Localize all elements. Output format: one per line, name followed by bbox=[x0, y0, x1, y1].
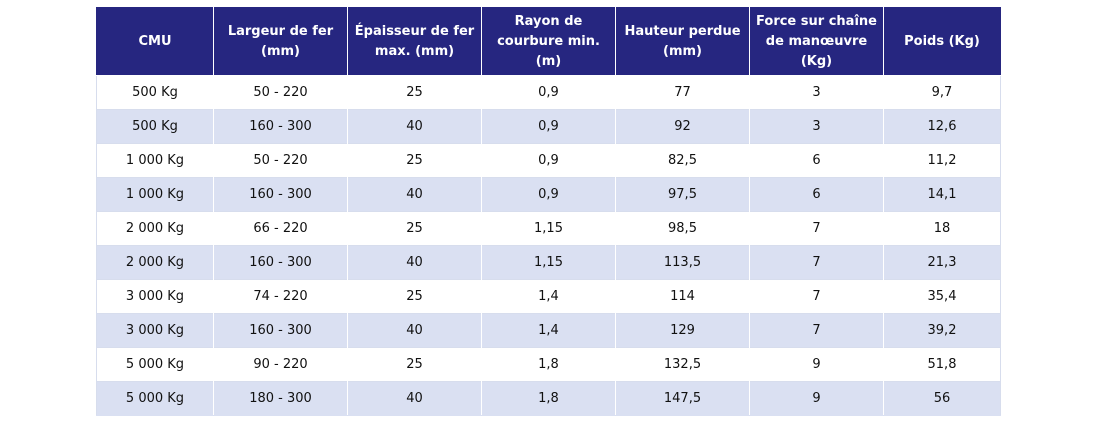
cell-cmu: 5 000 Kg bbox=[96, 381, 214, 416]
cell-largeur-de-fer: 160 - 300 bbox=[213, 313, 348, 348]
cell-force-sur-chaine: 7 bbox=[749, 245, 884, 280]
cell-rayon-de-courbure: 1,4 bbox=[481, 313, 616, 348]
cell-rayon-de-courbure: 0,9 bbox=[481, 75, 616, 110]
table-row: 500 Kg 50 - 220 25 0,9 77 3 9,7 bbox=[96, 75, 1001, 110]
cell-hauteur-perdue: 132,5 bbox=[615, 347, 750, 382]
cell-cmu: 2 000 Kg bbox=[96, 211, 214, 246]
table-row: 2 000 Kg 66 - 220 25 1,15 98,5 7 18 bbox=[96, 211, 1001, 246]
cell-poids: 21,3 bbox=[883, 245, 1001, 280]
cell-poids: 14,1 bbox=[883, 177, 1001, 212]
header-rayon-de-courbure: Rayon de courbure min. (m) bbox=[481, 7, 616, 76]
cell-epaisseur-de-fer: 25 bbox=[347, 279, 482, 314]
cell-cmu: 500 Kg bbox=[96, 75, 214, 110]
header-cmu: CMU bbox=[96, 7, 214, 76]
table-row: 2 000 Kg 160 - 300 40 1,15 113,5 7 21,3 bbox=[96, 245, 1001, 280]
cell-rayon-de-courbure: 1,4 bbox=[481, 279, 616, 314]
table-body: 500 Kg 50 - 220 25 0,9 77 3 9,7 500 Kg 160 - 300… bbox=[96, 75, 1001, 416]
cell-largeur-de-fer: 66 - 220 bbox=[213, 211, 348, 246]
cell-poids: 12,6 bbox=[883, 109, 1001, 144]
cell-hauteur-perdue: 129 bbox=[615, 313, 750, 348]
header-epaisseur-de-fer: Épaisseur de fer max. (mm) bbox=[347, 7, 482, 76]
cell-poids: 35,4 bbox=[883, 279, 1001, 314]
cell-rayon-de-courbure: 1,15 bbox=[481, 211, 616, 246]
cell-cmu: 500 Kg bbox=[96, 109, 214, 144]
cell-epaisseur-de-fer: 40 bbox=[347, 245, 482, 280]
cell-rayon-de-courbure: 1,8 bbox=[481, 347, 616, 382]
cell-poids: 56 bbox=[883, 381, 1001, 416]
cell-force-sur-chaine: 9 bbox=[749, 347, 884, 382]
header-hauteur-perdue: Hauteur perdue (mm) bbox=[615, 7, 750, 76]
cell-epaisseur-de-fer: 40 bbox=[347, 109, 482, 144]
table-row: 500 Kg 160 - 300 40 0,9 92 3 12,6 bbox=[96, 109, 1001, 144]
cell-force-sur-chaine: 7 bbox=[749, 211, 884, 246]
cell-poids: 39,2 bbox=[883, 313, 1001, 348]
cell-epaisseur-de-fer: 25 bbox=[347, 143, 482, 178]
cell-epaisseur-de-fer: 25 bbox=[347, 211, 482, 246]
cell-hauteur-perdue: 77 bbox=[615, 75, 750, 110]
cell-cmu: 5 000 Kg bbox=[96, 347, 214, 382]
cell-rayon-de-courbure: 0,9 bbox=[481, 177, 616, 212]
cell-epaisseur-de-fer: 40 bbox=[347, 313, 482, 348]
specifications-table: CMU Largeur de fer (mm) Épaisseur de fer… bbox=[96, 7, 1001, 416]
cell-force-sur-chaine: 6 bbox=[749, 177, 884, 212]
table-row: 5 000 Kg 90 - 220 25 1,8 132,5 9 51,8 bbox=[96, 347, 1001, 382]
cell-largeur-de-fer: 74 - 220 bbox=[213, 279, 348, 314]
cell-poids: 51,8 bbox=[883, 347, 1001, 382]
header-poids: Poids (Kg) bbox=[883, 7, 1001, 76]
table-row: 5 000 Kg 180 - 300 40 1,8 147,5 9 56 bbox=[96, 381, 1001, 416]
cell-poids: 11,2 bbox=[883, 143, 1001, 178]
cell-force-sur-chaine: 9 bbox=[749, 381, 884, 416]
cell-hauteur-perdue: 113,5 bbox=[615, 245, 750, 280]
cell-epaisseur-de-fer: 25 bbox=[347, 75, 482, 110]
cell-epaisseur-de-fer: 40 bbox=[347, 177, 482, 212]
cell-rayon-de-courbure: 0,9 bbox=[481, 143, 616, 178]
cell-cmu: 1 000 Kg bbox=[96, 177, 214, 212]
cell-epaisseur-de-fer: 40 bbox=[347, 381, 482, 416]
table-header: CMU Largeur de fer (mm) Épaisseur de fer… bbox=[96, 7, 1001, 76]
cell-cmu: 2 000 Kg bbox=[96, 245, 214, 280]
cell-hauteur-perdue: 82,5 bbox=[615, 143, 750, 178]
cell-rayon-de-courbure: 0,9 bbox=[481, 109, 616, 144]
cell-largeur-de-fer: 160 - 300 bbox=[213, 177, 348, 212]
cell-force-sur-chaine: 7 bbox=[749, 279, 884, 314]
cell-epaisseur-de-fer: 25 bbox=[347, 347, 482, 382]
cell-hauteur-perdue: 92 bbox=[615, 109, 750, 144]
table-row: 3 000 Kg 160 - 300 40 1,4 129 7 39,2 bbox=[96, 313, 1001, 348]
cell-largeur-de-fer: 90 - 220 bbox=[213, 347, 348, 382]
table-row: 1 000 Kg 160 - 300 40 0,9 97,5 6 14,1 bbox=[96, 177, 1001, 212]
cell-largeur-de-fer: 50 - 220 bbox=[213, 75, 348, 110]
cell-hauteur-perdue: 114 bbox=[615, 279, 750, 314]
cell-cmu: 3 000 Kg bbox=[96, 313, 214, 348]
cell-poids: 18 bbox=[883, 211, 1001, 246]
cell-hauteur-perdue: 147,5 bbox=[615, 381, 750, 416]
cell-hauteur-perdue: 98,5 bbox=[615, 211, 750, 246]
cell-force-sur-chaine: 6 bbox=[749, 143, 884, 178]
header-force-sur-chaine: Force sur chaîne de manœuvre (Kg) bbox=[749, 7, 884, 76]
header-largeur-de-fer: Largeur de fer (mm) bbox=[213, 7, 348, 76]
cell-cmu: 1 000 Kg bbox=[96, 143, 214, 178]
cell-hauteur-perdue: 97,5 bbox=[615, 177, 750, 212]
cell-largeur-de-fer: 180 - 300 bbox=[213, 381, 348, 416]
cell-poids: 9,7 bbox=[883, 75, 1001, 110]
cell-force-sur-chaine: 3 bbox=[749, 109, 884, 144]
cell-rayon-de-courbure: 1,15 bbox=[481, 245, 616, 280]
cell-largeur-de-fer: 160 - 300 bbox=[213, 245, 348, 280]
header-row: CMU Largeur de fer (mm) Épaisseur de fer… bbox=[96, 7, 1001, 76]
cell-rayon-de-courbure: 1,8 bbox=[481, 381, 616, 416]
cell-largeur-de-fer: 160 - 300 bbox=[213, 109, 348, 144]
table-row: 1 000 Kg 50 - 220 25 0,9 82,5 6 11,2 bbox=[96, 143, 1001, 178]
cell-cmu: 3 000 Kg bbox=[96, 279, 214, 314]
table-row: 3 000 Kg 74 - 220 25 1,4 114 7 35,4 bbox=[96, 279, 1001, 314]
cell-largeur-de-fer: 50 - 220 bbox=[213, 143, 348, 178]
cell-force-sur-chaine: 7 bbox=[749, 313, 884, 348]
cell-force-sur-chaine: 3 bbox=[749, 75, 884, 110]
